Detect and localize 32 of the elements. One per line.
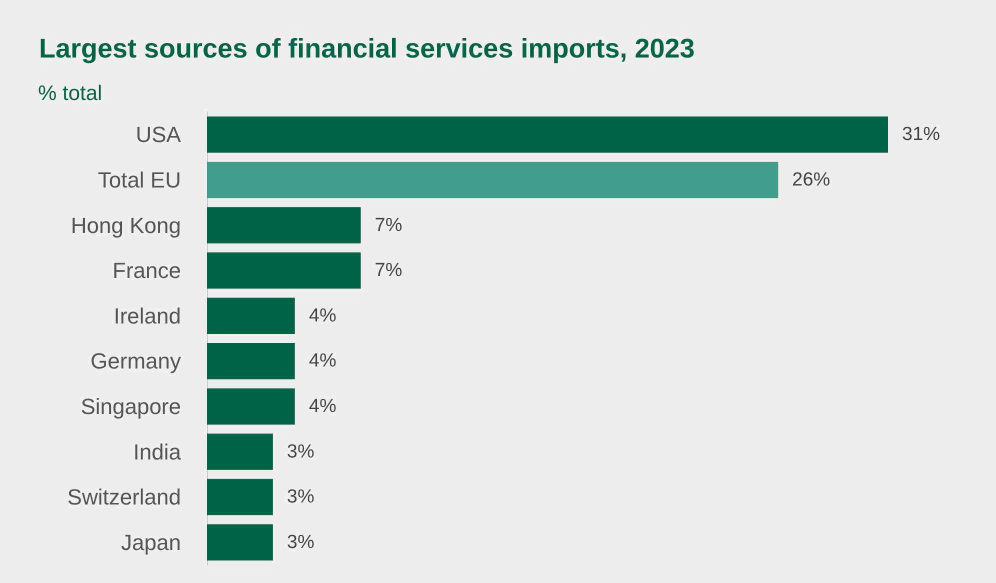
bar (207, 207, 361, 244)
chart-subtitle: % total (38, 82, 102, 105)
y-tick-label: Switzerland (67, 484, 181, 510)
y-tick-label: Singapore (80, 394, 181, 419)
bar (207, 252, 361, 289)
y-tick-label: Hong Kong (70, 212, 181, 238)
data-label: 4% (308, 396, 336, 417)
bar (207, 298, 295, 334)
data-label: 31% (902, 124, 940, 146)
y-tick-label: France (112, 258, 181, 284)
bar (207, 524, 273, 560)
data-label: 3% (286, 441, 314, 462)
data-label: 3% (286, 486, 314, 508)
bar (207, 388, 295, 425)
bar (207, 116, 888, 153)
chart-title: Largest sources of financial services imports, 2023 (39, 34, 695, 64)
data-label: 3% (286, 532, 314, 553)
data-label: 7% (374, 214, 402, 236)
data-label: 7% (374, 260, 402, 282)
y-tick-label: USA (136, 122, 182, 148)
y-tick-label: Germany (90, 348, 181, 374)
bar (207, 162, 778, 198)
y-tick-label: Japan (121, 530, 181, 555)
data-label: 4% (308, 305, 336, 326)
bar (207, 434, 273, 470)
bar (207, 478, 273, 516)
y-tick-label: Ireland (114, 303, 181, 328)
y-tick-label: Total EU (98, 167, 181, 192)
data-label: 26% (792, 169, 830, 190)
y-tick-label: India (133, 439, 182, 464)
bar (207, 343, 295, 380)
data-label: 4% (308, 350, 336, 372)
